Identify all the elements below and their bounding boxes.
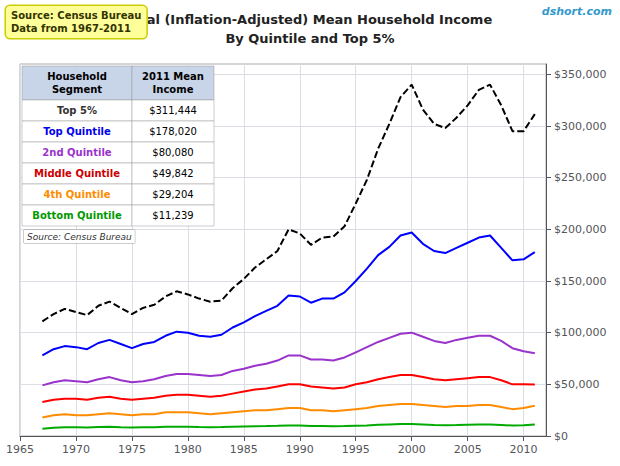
svg-text:4th Quintile: 4th Quintile <box>44 189 111 200</box>
svg-text:1965: 1965 <box>6 443 34 456</box>
svg-text:$0: $0 <box>554 430 568 443</box>
svg-text:1970: 1970 <box>62 443 90 456</box>
svg-text:Source: Census Bureau: Source: Census Bureau <box>11 10 141 21</box>
svg-text:$100,000: $100,000 <box>554 326 607 339</box>
svg-text:Data from 1967-2011: Data from 1967-2011 <box>11 23 131 34</box>
svg-text:Household: Household <box>47 71 107 82</box>
svg-text:2nd Quintile: 2nd Quintile <box>42 147 112 158</box>
svg-text:$50,000: $50,000 <box>554 378 600 391</box>
svg-text:Top Quintile: Top Quintile <box>43 126 111 137</box>
svg-text:$178,020: $178,020 <box>149 126 197 137</box>
svg-text:Top 5%: Top 5% <box>57 105 97 116</box>
svg-text:1975: 1975 <box>118 443 146 456</box>
svg-text:2005: 2005 <box>454 443 482 456</box>
svg-text:Real (Inflation-Adjusted) Mean: Real (Inflation-Adjusted) Mean Household… <box>128 12 493 27</box>
svg-text:$350,000: $350,000 <box>554 68 607 81</box>
svg-text:Bottom Quintile: Bottom Quintile <box>32 210 122 221</box>
svg-text:dshort.com: dshort.com <box>542 5 612 18</box>
svg-text:Income: Income <box>153 84 194 95</box>
svg-text:$200,000: $200,000 <box>554 223 607 236</box>
svg-text:Middle Quintile: Middle Quintile <box>34 168 120 179</box>
svg-text:By Quintile and Top 5%: By Quintile and Top 5% <box>225 31 394 46</box>
svg-text:$150,000: $150,000 <box>554 275 607 288</box>
svg-text:$311,444: $311,444 <box>149 105 197 116</box>
svg-text:$250,000: $250,000 <box>554 171 607 184</box>
svg-text:1990: 1990 <box>286 443 314 456</box>
svg-text:2010: 2010 <box>510 443 538 456</box>
svg-text:$300,000: $300,000 <box>554 120 607 133</box>
svg-text:Source: Census Bureau: Source: Census Bureau <box>27 232 132 242</box>
svg-text:Segment: Segment <box>52 84 102 95</box>
svg-text:$80,080: $80,080 <box>152 147 193 158</box>
svg-text:1995: 1995 <box>342 443 370 456</box>
svg-text:$49,842: $49,842 <box>152 168 193 179</box>
svg-text:1980: 1980 <box>174 443 202 456</box>
svg-text:1985: 1985 <box>230 443 258 456</box>
svg-text:2011 Mean: 2011 Mean <box>142 71 204 82</box>
svg-text:$29,204: $29,204 <box>152 189 193 200</box>
svg-text:$11,239: $11,239 <box>152 210 193 221</box>
svg-text:2000: 2000 <box>398 443 426 456</box>
